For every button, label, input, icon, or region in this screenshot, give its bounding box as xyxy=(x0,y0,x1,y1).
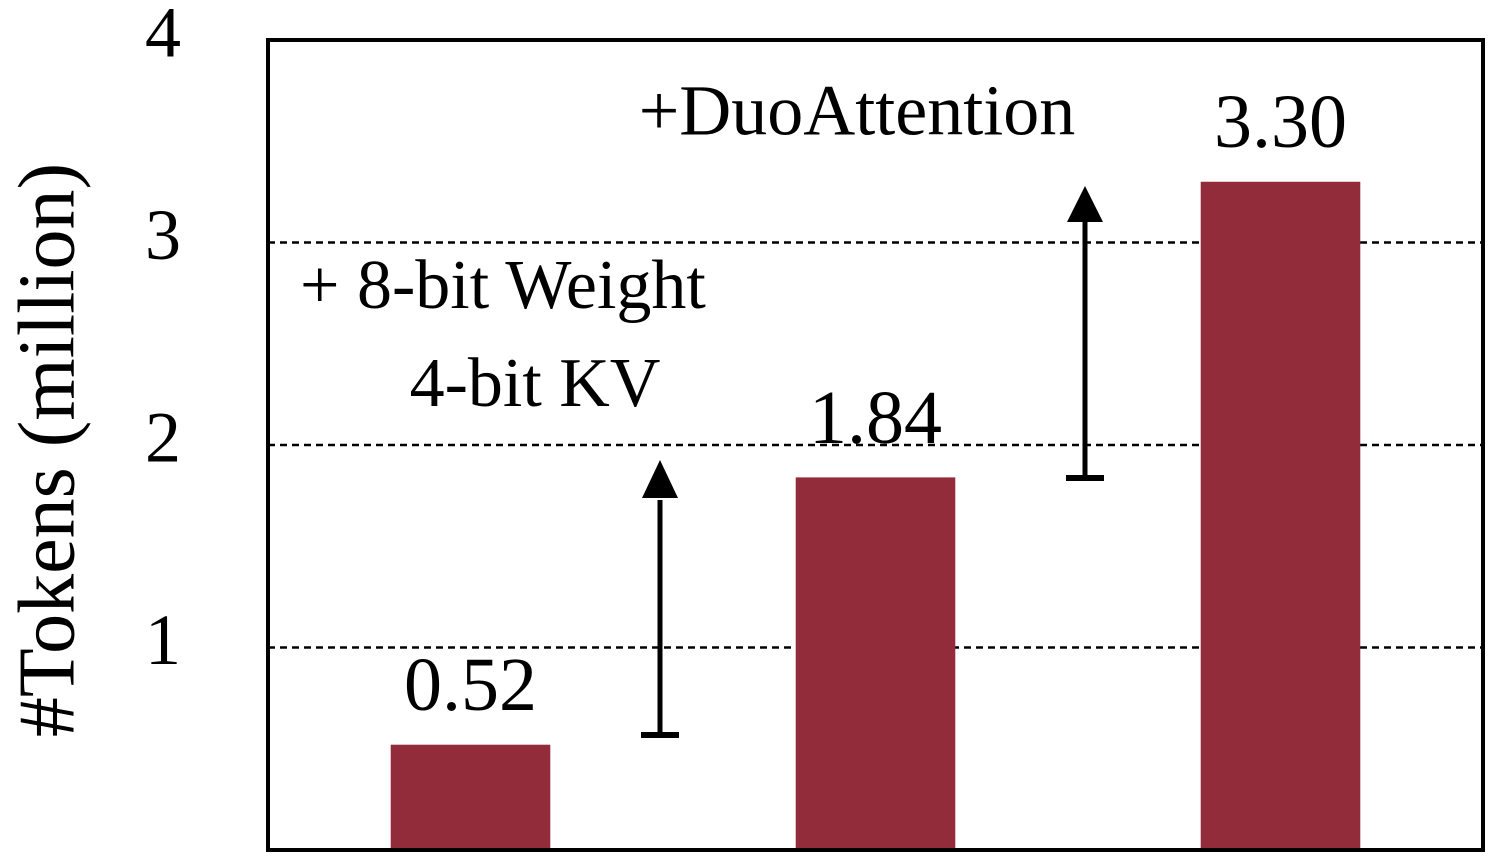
y-tick-label: 3 xyxy=(145,195,181,275)
value-label: 0.52 xyxy=(404,643,537,727)
bar xyxy=(390,744,551,850)
annotation: +DuoAttention xyxy=(639,71,1076,151)
arrow-head xyxy=(1067,186,1103,222)
y-tick-label: 2 xyxy=(145,398,181,478)
arrows xyxy=(641,186,1104,738)
y-axis-label: #Tokens (million) xyxy=(3,163,91,737)
value-label: 3.30 xyxy=(1214,80,1347,164)
plot-frame xyxy=(266,38,1485,852)
annotation: 4-bit KV xyxy=(410,345,661,422)
arrow-head xyxy=(642,460,678,498)
y-tick-label: 1 xyxy=(145,600,181,680)
annotation: + 8-bit Weight xyxy=(300,247,706,324)
bar xyxy=(1200,181,1361,850)
y-tick-label: 4 xyxy=(145,0,181,73)
value-label: 1.84 xyxy=(809,376,942,460)
bar xyxy=(795,477,956,850)
